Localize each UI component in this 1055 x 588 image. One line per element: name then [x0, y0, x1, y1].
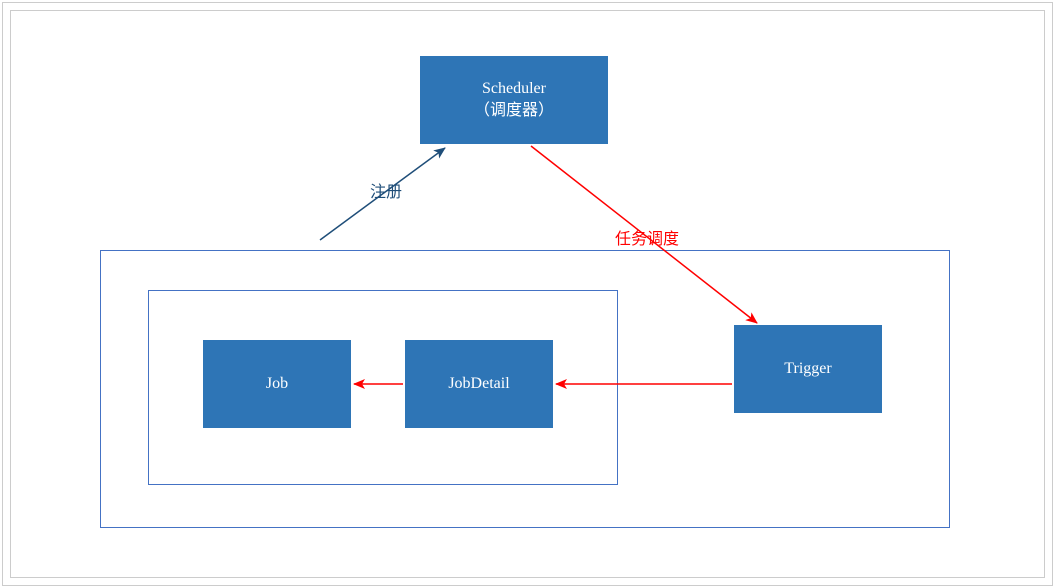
register-edge-label: 注册	[370, 178, 402, 202]
jobdetail-label: JobDetail	[448, 373, 509, 395]
job-node: Job	[203, 340, 351, 428]
trigger-node: Trigger	[734, 325, 882, 413]
jobdetail-node: JobDetail	[405, 340, 553, 428]
scheduler-node: Scheduler （调度器）	[420, 56, 608, 144]
job-label: Job	[266, 373, 288, 395]
trigger-label: Trigger	[784, 358, 831, 380]
dispatch-edge-label: 任务调度	[615, 225, 679, 249]
scheduler-label: Scheduler （调度器）	[474, 78, 554, 123]
diagram-area: Scheduler （调度器） Job JobDetail Trigger 注册…	[0, 0, 1055, 588]
